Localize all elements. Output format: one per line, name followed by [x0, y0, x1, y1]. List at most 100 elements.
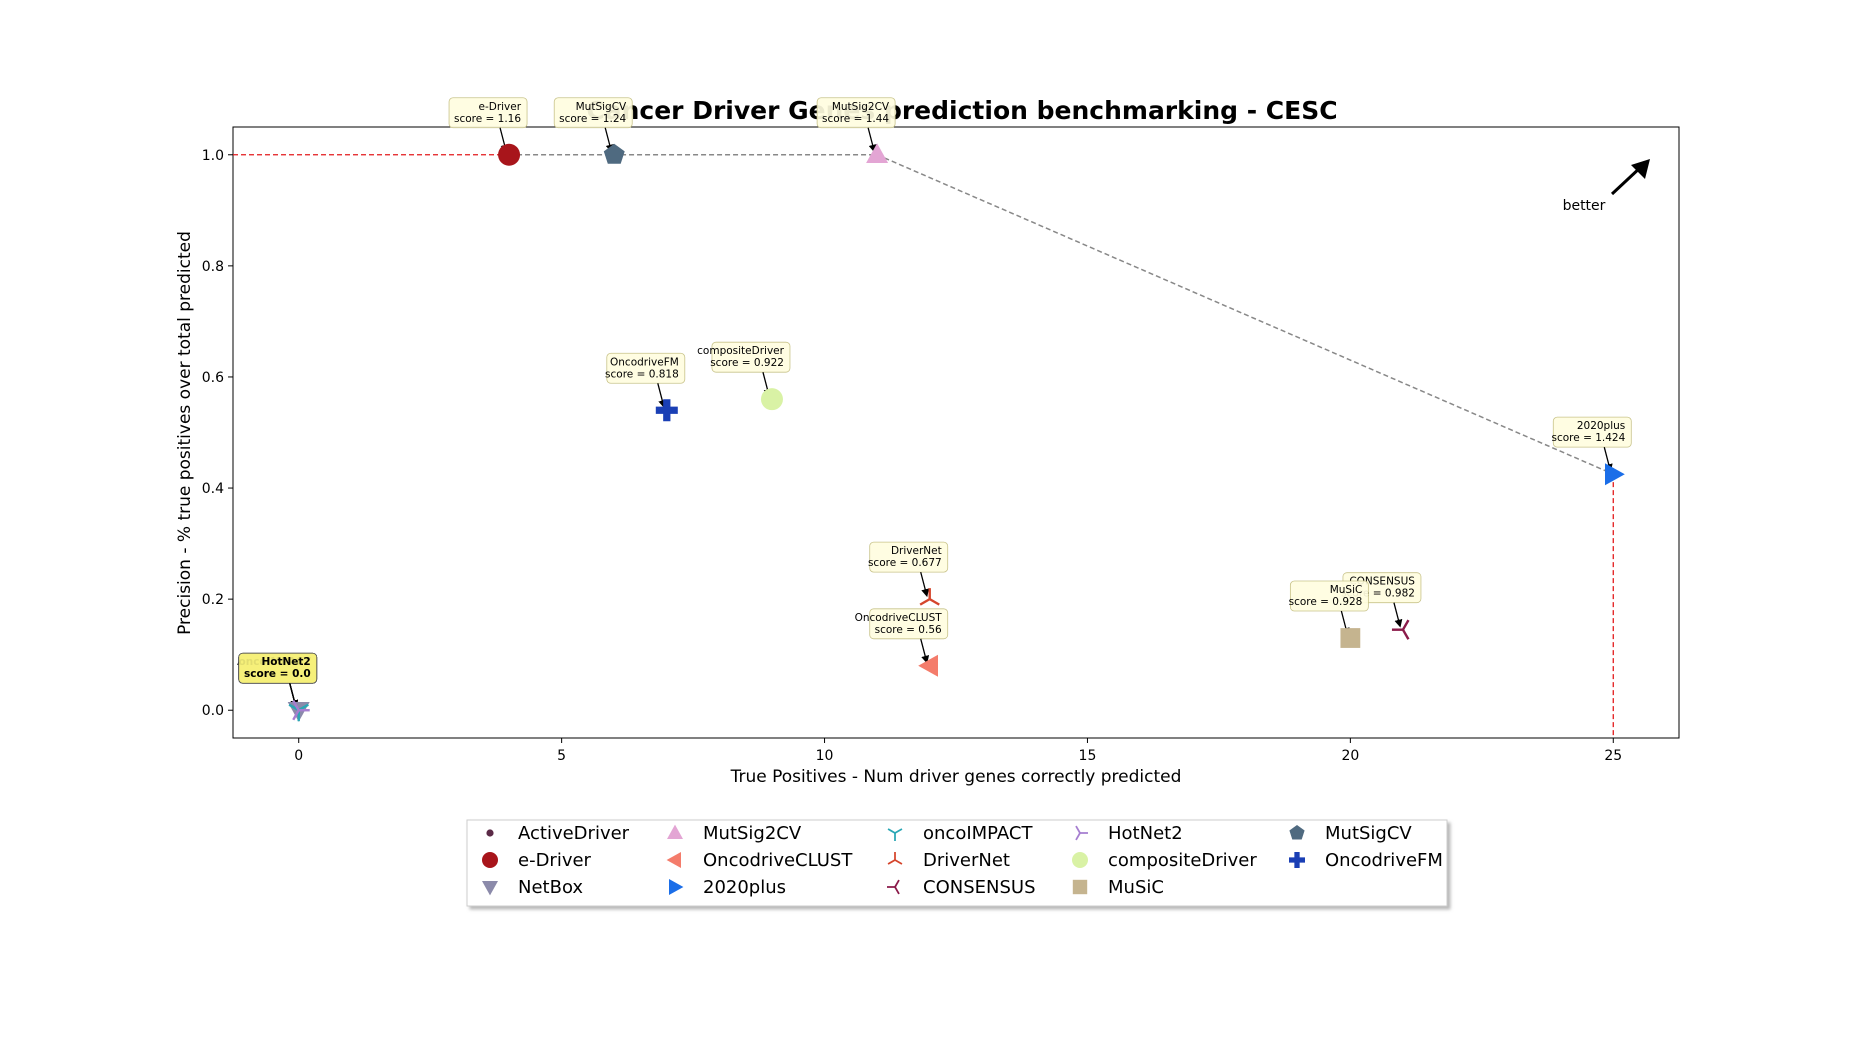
- annotation-name: compositeDriver: [697, 345, 784, 357]
- point-music: [1340, 628, 1361, 648]
- annotation-box: [448, 97, 528, 129]
- point-hotnet2: [292, 700, 310, 721]
- legend-item-mutsig2cv: MutSig2CV: [667, 823, 802, 844]
- x-tick-label: 25: [1604, 748, 1622, 764]
- chart-title: Cancer Driver Genes prediction benchmark…: [586, 96, 1337, 125]
- annotation-box: [869, 541, 949, 573]
- annotation-name: e-Driver: [478, 101, 521, 113]
- annotation-box: [238, 652, 318, 684]
- legend-item-oncoimpact: oncoIMPACT: [887, 823, 1033, 844]
- data-points: [287, 143, 1625, 722]
- y-tick-label: 0.4: [202, 481, 224, 497]
- annotation-box: [711, 341, 791, 373]
- legend-marker-icon: [482, 852, 498, 868]
- annotation-box: [1552, 416, 1632, 448]
- legend-item-compositedriver: compositeDriver: [1072, 850, 1257, 871]
- y-axis-label: Precision - % true positives over total …: [175, 231, 195, 635]
- x-tick-label: 0: [294, 748, 303, 764]
- y-tick-label: 0.8: [202, 259, 224, 275]
- legend-marker-icon: [482, 881, 498, 896]
- annotation-box: [606, 352, 686, 384]
- annotation-name: OncodriveFM: [610, 356, 679, 368]
- legend-marker-icon: [1075, 825, 1088, 841]
- legend-item-music: MuSiC: [1072, 877, 1164, 898]
- axis-ticks: 0 5 10 15 20 25 0.0 0.2 0.4 0.6 0.8 1.0: [202, 148, 1622, 764]
- point-mutsig2cv: [866, 143, 889, 163]
- annotation-score: score = 1.424: [1552, 432, 1626, 444]
- legend-marker-icon: [1072, 852, 1088, 868]
- legend-label: OncodriveFM: [1325, 850, 1443, 871]
- legend: ActiveDriver e-Driver NetBox MutSig2CV Oncod…: [466, 819, 1448, 907]
- legend-item-drivernet: DriverNet: [887, 850, 1010, 871]
- legend-item-mutsigcv: MutSigCV: [1289, 823, 1412, 844]
- legend-marker-icon: [666, 852, 681, 868]
- legend-marker-icon: [667, 824, 683, 839]
- pareto-front-line: [509, 154, 1614, 475]
- legend-label: compositeDriver: [1108, 850, 1257, 871]
- annotation-name: MutSigCV: [576, 101, 627, 113]
- legend-label: oncoIMPACT: [923, 823, 1033, 844]
- annotation-name: DriverNet: [891, 545, 942, 557]
- legend-marker-icon: [486, 829, 494, 837]
- annotation-score: score = 0.56: [875, 624, 942, 636]
- annotation-arrow: [920, 638, 930, 664]
- legend-item-consensus: CONSENSUS: [887, 877, 1036, 898]
- annotation-arrow: [657, 383, 667, 409]
- annotation-box: [816, 97, 896, 129]
- legend-item-activedriver: ActiveDriver: [486, 823, 630, 844]
- legend-label: MutSigCV: [1325, 823, 1412, 844]
- annotation-arrow: [1393, 602, 1403, 628]
- annotation-score: score = 1.44: [822, 113, 889, 125]
- annotation-arrow: [867, 127, 877, 153]
- legend-marker-icon: [887, 828, 903, 841]
- annotation-arrow: [920, 571, 930, 598]
- legend-label: MuSiC: [1108, 877, 1164, 898]
- legend-label: 2020plus: [703, 877, 786, 898]
- legend-box: [466, 819, 1448, 907]
- better-indicator: better: [1563, 159, 1650, 214]
- annotation-name: HotNet2: [261, 656, 310, 668]
- legend-marker-icon: [887, 852, 903, 865]
- legend-marker-icon: [1289, 825, 1305, 840]
- x-tick-label: 5: [557, 748, 566, 764]
- annotation-score: score = 0.0: [244, 668, 311, 680]
- y-tick-label: 1.0: [202, 148, 224, 164]
- annotation-name: 2020plus: [1577, 420, 1625, 432]
- plot-area: [232, 126, 1680, 739]
- legend-label: NetBox: [518, 877, 583, 898]
- annotation-box: [1289, 580, 1369, 612]
- legend-item-netbox: NetBox: [482, 877, 583, 898]
- legend-label: e-Driver: [518, 850, 592, 871]
- legend-label: OncodriveCLUST: [703, 850, 853, 871]
- legend-item-e-driver: e-Driver: [482, 850, 592, 871]
- reference-lines: [233, 154, 1614, 738]
- legend-item-2020plus: 2020plus: [669, 877, 786, 898]
- point-oncodriveclust: [918, 654, 938, 677]
- annotation-name: MutSig2CV: [832, 101, 890, 113]
- legend-marker-icon: [1289, 852, 1305, 868]
- legend-label: MutSig2CV: [703, 823, 802, 844]
- better-arrowhead-icon: [1631, 159, 1650, 179]
- legend-item-oncodrivefm: OncodriveFM: [1289, 850, 1443, 871]
- point-drivernet: [919, 588, 940, 606]
- point-mutsigcv: [603, 143, 625, 164]
- y-tick-label: 0.0: [202, 703, 224, 719]
- legend-label: HotNet2: [1108, 823, 1183, 844]
- x-axis-label: True Positives - Num driver genes correc…: [730, 767, 1182, 787]
- better-label: better: [1563, 198, 1606, 214]
- x-tick-label: 10: [816, 748, 834, 764]
- annotation-box: [553, 97, 633, 129]
- annotation-score: score = 0.677: [868, 557, 942, 569]
- annotation-name: MuSiC: [1330, 584, 1363, 596]
- x-tick-label: 20: [1341, 748, 1359, 764]
- legend-label: DriverNet: [923, 850, 1010, 871]
